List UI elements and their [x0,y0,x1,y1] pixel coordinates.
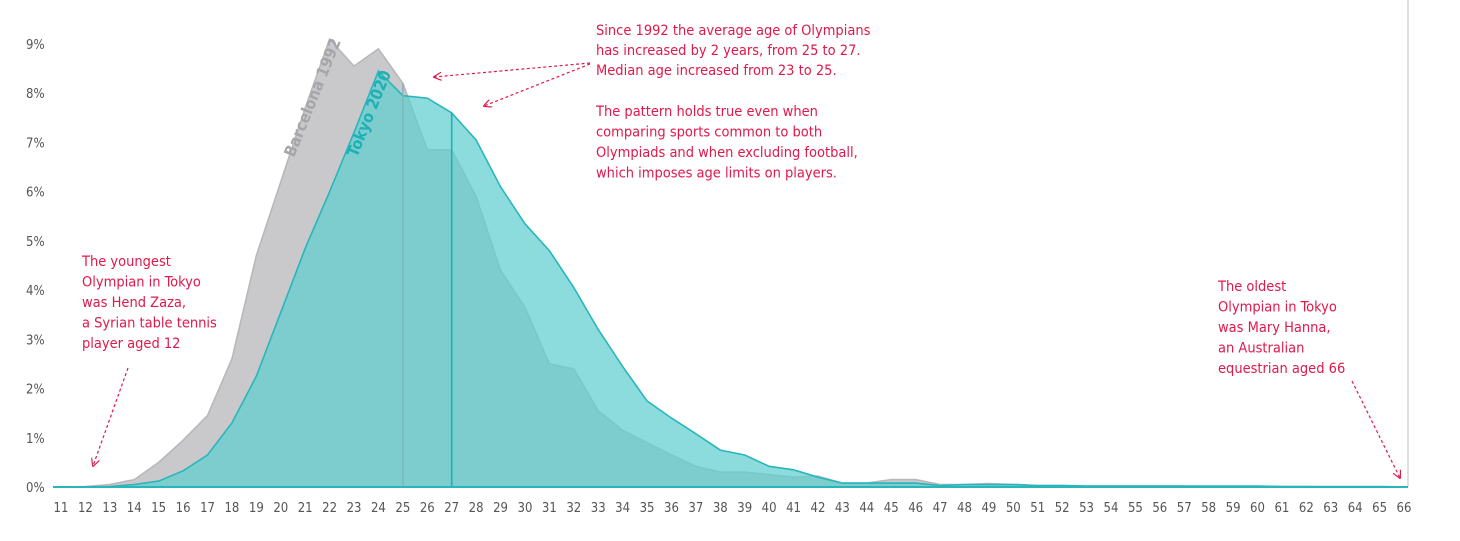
x-tick-label: 64 [1348,501,1363,516]
x-tick-label: 63 [1323,501,1338,516]
x-tick-label: 25 [395,501,410,516]
x-tick-label: 18 [224,501,239,516]
y-tick-label: 6% [26,186,45,201]
arrow-to-barcelona-average [434,62,591,77]
x-tick-label: 45 [884,501,899,516]
arrow-to-oldest [1351,380,1400,478]
x-tick-label: 61 [1274,501,1289,516]
x-tick-label: 23 [347,501,362,516]
y-axis-ticks: 0% 1% 2% 3% 4% 5% 6% 7% 8% 9% [26,38,45,496]
x-tick-label: 62 [1299,501,1314,516]
x-tick-label: 58 [1201,501,1216,516]
x-tick-label: 56 [1152,501,1167,516]
y-tick-label: 1% [26,432,45,447]
x-tick-label: 36 [664,501,679,516]
oldest-olympian-note: The oldest Olympian in Tokyo was Mary Hann… [1217,279,1345,377]
x-tick-label: 12 [78,501,93,516]
x-tick-label: 21 [298,501,313,516]
y-tick-label: 0% [26,481,45,496]
x-tick-label: 48 [957,501,972,516]
x-tick-label: 44 [859,501,874,516]
youngest-olympian-note: The youngest Olympian in Tokyo was Hend Za… [81,254,217,352]
x-tick-label: 14 [127,501,142,516]
x-tick-label: 38 [713,501,728,516]
x-tick-label: 15 [151,501,166,516]
x-tick-label: 57 [1177,501,1192,516]
x-tick-label: 65 [1372,501,1387,516]
x-tick-label: 27 [444,501,459,516]
x-tick-label: 40 [762,501,777,516]
x-tick-label: 54 [1104,501,1119,516]
x-tick-label: 34 [615,501,630,516]
x-tick-label: 55 [1128,501,1143,516]
y-tick-label: 2% [26,383,45,398]
average-age-note: Since 1992 the average age of Olympians h… [596,23,871,79]
arrow-to-youngest [93,367,129,466]
x-tick-label: 50 [1006,501,1021,516]
y-tick-label: 9% [26,38,45,53]
x-tick-label: 51 [1030,501,1045,516]
x-tick-label: 32 [566,501,581,516]
average-lines [402,83,453,487]
annotations: Since 1992 the average age of Olympians h… [81,23,1400,478]
x-tick-label: 13 [102,501,117,516]
y-tick-label: 7% [26,136,45,151]
x-tick-label: 35 [640,501,655,516]
x-tick-label: 31 [542,501,557,516]
x-tick-label: 28 [469,501,484,516]
x-tick-label: 24 [371,501,386,516]
x-tick-label: 26 [420,501,435,516]
x-tick-label: 66 [1397,501,1412,516]
x-tick-label: 39 [737,501,752,516]
x-tick-label: 52 [1055,501,1070,516]
y-tick-label: 3% [26,333,45,348]
x-tick-label: 60 [1250,501,1265,516]
x-tick-label: 42 [811,501,826,516]
x-tick-label: 41 [786,501,801,516]
x-axis-ticks: 11 12 13 14 15 16 17 18 19 20 21 22 23 24 25 26 27 28 29 30… [54,501,1412,516]
x-tick-label: 11 [54,501,69,516]
y-tick-label: 5% [26,235,45,250]
x-tick-label: 49 [981,501,996,516]
y-tick-label: 4% [26,284,45,299]
x-tick-label: 47 [933,501,948,516]
x-tick-label: 53 [1079,501,1094,516]
x-tick-label: 16 [176,501,191,516]
x-tick-label: 19 [249,501,264,516]
pattern-note: The pattern holds true even when comparin… [595,104,858,182]
x-tick-label: 59 [1226,501,1241,516]
x-tick-label: 30 [518,501,533,516]
x-tick-label: 17 [200,501,215,516]
x-tick-label: 33 [591,501,606,516]
y-tick-label: 8% [26,87,45,102]
x-tick-label: 20 [273,501,288,516]
x-tick-label: 43 [835,501,850,516]
arrow-to-tokyo-average [484,63,591,106]
area-tokyo-2020 [61,71,1404,487]
x-tick-label: 46 [908,501,923,516]
x-tick-label: 29 [493,501,508,516]
x-tick-label: 37 [688,501,703,516]
x-tick-label: 22 [322,501,337,516]
